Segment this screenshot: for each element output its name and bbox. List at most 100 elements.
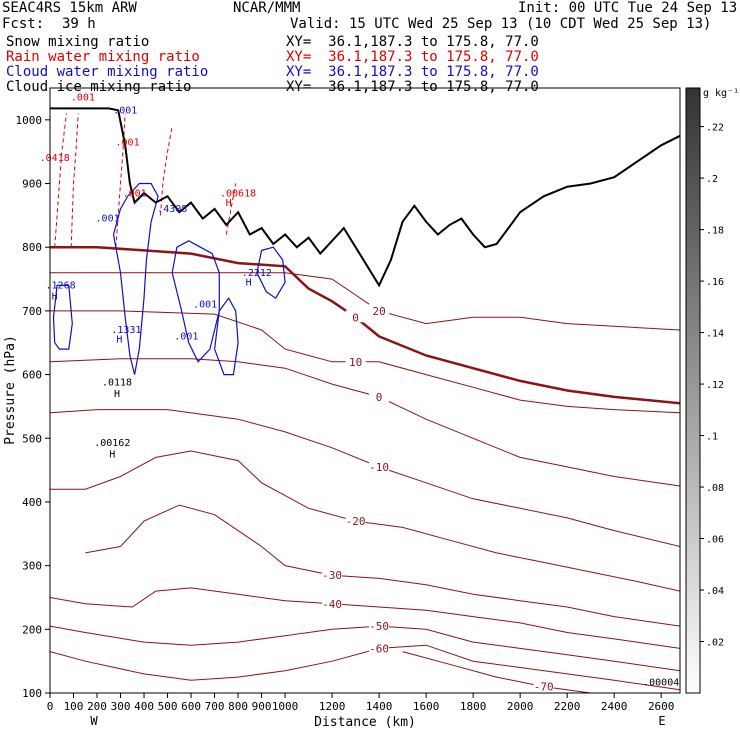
cloud-water-contour-0 bbox=[52, 284, 73, 350]
rain-contour-1 bbox=[70, 113, 79, 248]
colorbar-tick-label-6: .1 bbox=[706, 432, 718, 443]
annotation-13: .4308 bbox=[157, 204, 187, 215]
x-end-label-west: W bbox=[90, 714, 98, 728]
colorbar-tick-label-0: .22 bbox=[706, 123, 724, 134]
x-tick-label-15: 2000 bbox=[507, 700, 534, 713]
y-axis-label: Pressure (hPa) bbox=[3, 335, 18, 445]
temperature-contours: -70 -60 -50 -40 -30 -20 -10 0 10 20 0 bbox=[50, 245, 680, 694]
temperature-contour-5-label: -20 bbox=[346, 515, 366, 528]
colorbar-ticks: .22 .2 .18 .16 .14 .12 .1 .08 .06 .04 .02 bbox=[700, 123, 724, 649]
rain-contour-3 bbox=[160, 126, 173, 216]
x-tick-label-13: 1600 bbox=[413, 700, 440, 713]
x-tick-label-12: 1400 bbox=[366, 700, 393, 713]
x-tick-label-5: 500 bbox=[158, 700, 178, 713]
cloud-water-contour-3 bbox=[214, 297, 239, 376]
x-tick-label-6: 600 bbox=[181, 700, 201, 713]
temperature-contour-6-label-bg bbox=[369, 459, 390, 472]
annotation-16: .00618 bbox=[220, 188, 256, 199]
legend-cloud-water: Cloud water mixing ratio bbox=[6, 64, 209, 80]
axes: 0 100 200 300 400 500 600 700 800 900 1000 1200 1400… bbox=[16, 114, 675, 713]
x-tick-label-9: 900 bbox=[252, 700, 272, 713]
colorbar-tick-label-7: .08 bbox=[706, 483, 724, 494]
temperature-contour-1 bbox=[50, 644, 680, 691]
temperature-contour-6-label: -10 bbox=[369, 461, 389, 474]
annotation-18: .001 bbox=[116, 137, 140, 148]
y-tick-label-4: 600 bbox=[22, 369, 42, 382]
temperature-contour-1-label: -60 bbox=[369, 642, 389, 655]
annotation-12: .001 bbox=[96, 214, 120, 225]
temperature-contour-0-label-bg bbox=[533, 679, 554, 692]
colorbar-tick-label-5: .12 bbox=[706, 380, 724, 391]
x-end-label-east: E bbox=[658, 714, 665, 728]
plot-frame bbox=[49, 87, 681, 694]
temperature-contour-5-label-bg bbox=[345, 514, 366, 527]
xy-cloud-ice: XY= 36.1,187.3 to 175.8, 77.0 bbox=[286, 79, 539, 95]
legend-snow: Snow mixing ratio bbox=[6, 34, 150, 50]
annotation-2: H bbox=[114, 389, 120, 400]
x-tick-label-11: 1200 bbox=[319, 700, 346, 713]
y-tick-label-7: 300 bbox=[22, 560, 42, 573]
annotation-11: .2212 bbox=[242, 268, 272, 279]
colorbar-tick-label-3: .16 bbox=[706, 277, 724, 288]
temperature-contour-9-label: 20 bbox=[372, 305, 385, 318]
annotation-8: .001 bbox=[174, 332, 198, 343]
y-tick-label-9: 100 bbox=[22, 687, 42, 700]
valid-time: Valid: 15 UTC Wed 25 Sep 13 (10 CDT Wed … bbox=[290, 16, 712, 32]
x-tick-label-2: 200 bbox=[87, 700, 107, 713]
zero-isotherm bbox=[50, 245, 680, 405]
x-tick-label-16: 2200 bbox=[554, 700, 581, 713]
annotations: H.00162H.0118H.1268H.1331.001.001H.2212.… bbox=[40, 93, 680, 689]
temperature-contour-4-label-bg bbox=[322, 568, 343, 581]
annotation-21: .00004 bbox=[643, 677, 679, 688]
temperature-contour-8-label-bg bbox=[345, 354, 366, 367]
y-tick-label-1: 900 bbox=[22, 178, 42, 191]
forecast-hour: 39 h bbox=[62, 16, 96, 32]
annotation-0: H bbox=[109, 449, 115, 460]
cloud-water-contour-2 bbox=[171, 240, 220, 363]
colorbar-tick-label-8: .06 bbox=[706, 535, 724, 546]
temperature-contour-7-label: 0 bbox=[376, 391, 383, 404]
init-time: Init: 00 UTC Tue 24 Sep 13 bbox=[518, 0, 738, 16]
annotation-3: .0118 bbox=[102, 377, 132, 388]
temperature-contour-9-label-bg bbox=[369, 303, 390, 316]
x-tick-label-18: 2600 bbox=[648, 700, 675, 713]
x-tick-label-7: 700 bbox=[205, 700, 225, 713]
zero-isotherm-label-bg bbox=[345, 310, 366, 323]
annotation-10: H bbox=[246, 277, 252, 288]
rain-contour-0 bbox=[54, 113, 67, 248]
annotation-20: .001 bbox=[71, 93, 95, 104]
annotation-5: .1268 bbox=[46, 281, 76, 292]
temperature-contour-5 bbox=[50, 450, 680, 592]
temperature-contour-2-label: -50 bbox=[369, 620, 389, 633]
annotation-17: .0418 bbox=[40, 153, 70, 164]
temperature-contour-2-label-bg bbox=[369, 619, 390, 632]
temperature-contour-1-label-bg bbox=[369, 641, 390, 654]
annotation-15: H bbox=[226, 198, 232, 209]
colorbar-tick-label-4: .14 bbox=[706, 329, 724, 340]
x-tick-label-8: 800 bbox=[228, 700, 248, 713]
y-tick-label-5: 500 bbox=[22, 432, 42, 445]
x-tick-label-14: 1800 bbox=[460, 700, 487, 713]
temperature-contour-3-label-bg bbox=[322, 596, 343, 609]
temperature-contour-0 bbox=[402, 651, 615, 693]
xy-cloud-water: XY= 36.1,187.3 to 175.8, 77.0 bbox=[286, 64, 539, 80]
temperature-contour-3-label: -40 bbox=[322, 598, 342, 611]
colorbar bbox=[685, 87, 701, 694]
y-tick-label-8: 200 bbox=[22, 623, 42, 636]
cloud-water-contour-4 bbox=[256, 246, 286, 300]
annotation-6: H bbox=[116, 335, 122, 346]
y-tick-label-2: 800 bbox=[22, 241, 42, 254]
x-tick-label-17: 2400 bbox=[601, 700, 628, 713]
colorbar-tick-label-10: .02 bbox=[706, 638, 724, 649]
rain-contour-4 bbox=[225, 183, 237, 235]
colorbar-unit: g kg⁻¹ bbox=[703, 88, 739, 99]
temperature-contour-2 bbox=[50, 625, 680, 672]
annotation-1: .00162 bbox=[94, 438, 130, 449]
temperature-contour-4 bbox=[85, 504, 680, 627]
temperature-contour-0-label: -70 bbox=[534, 681, 554, 694]
zero-isotherm-label: 0 bbox=[352, 311, 359, 324]
terrain-profile bbox=[50, 107, 681, 288]
x-tick-label-4: 400 bbox=[134, 700, 154, 713]
xy-rain: XY= 36.1,187.3 to 175.8, 77.0 bbox=[286, 49, 539, 65]
annotation-9: .001 bbox=[193, 300, 217, 311]
